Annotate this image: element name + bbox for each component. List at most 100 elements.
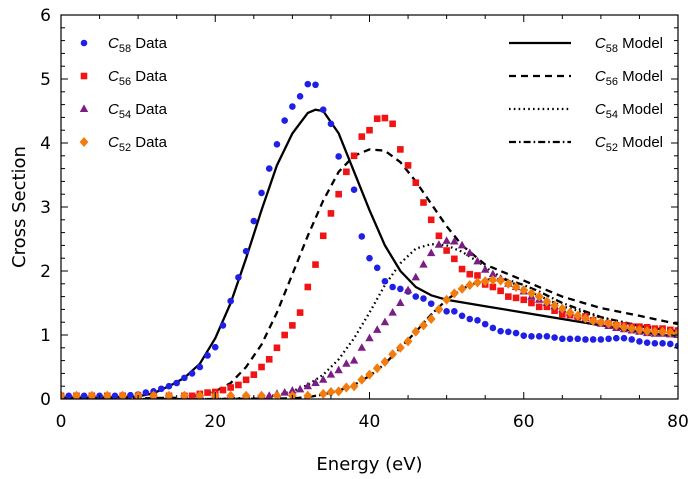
c54-data-point	[326, 370, 336, 378]
c54-data-point	[396, 298, 405, 306]
c58-data-point	[289, 103, 296, 110]
c56-data-point	[242, 376, 250, 384]
c54-data-point	[488, 269, 498, 278]
c56-data-point	[358, 133, 366, 140]
c54-data-point	[419, 260, 428, 268]
c56-data-point	[312, 261, 319, 268]
legend-label-suffix: Model	[618, 68, 663, 85]
c54-data-point	[450, 236, 459, 245]
c58-data-point	[227, 297, 234, 305]
c52-data-point	[372, 363, 382, 374]
c56-data-point	[258, 363, 265, 371]
c52-data-point	[318, 388, 328, 399]
c52-data-point	[395, 342, 405, 353]
c58-data-point	[474, 316, 481, 324]
c58-data-point	[659, 340, 666, 347]
c56-data-point	[281, 331, 288, 339]
c52-data-point	[565, 307, 575, 318]
c58-data-point	[242, 247, 250, 255]
c52-data-point	[403, 336, 413, 347]
c54-data-point	[334, 365, 343, 374]
c56-data-point	[289, 322, 296, 329]
c52-data-point	[195, 390, 205, 399]
c58-data-point	[397, 285, 404, 293]
c52-data-point	[357, 374, 367, 385]
legend-entry-c54-model: C54 Model	[509, 101, 663, 121]
c52-data-point	[426, 314, 436, 324]
legend-entry-c52-data: C52 Data	[79, 134, 168, 154]
c56-data-point	[219, 386, 227, 394]
c52-data-point	[349, 381, 359, 392]
c52-data-point	[257, 390, 266, 399]
c52-data-point	[334, 386, 344, 397]
c58-data-point	[613, 334, 620, 342]
x-tick-label: 60	[513, 412, 535, 432]
c52-data-point	[534, 291, 544, 302]
c56-data-point	[265, 356, 273, 363]
c56-model-line	[61, 148, 678, 399]
legend-entry-c54-data: C54 Data	[79, 101, 168, 121]
legend-label-suffix: Data	[131, 101, 168, 118]
c56-data-point	[389, 120, 396, 128]
c58-data-point	[250, 217, 258, 225]
c52-data-point	[241, 390, 251, 399]
c52-data-series	[61, 274, 678, 399]
c56-data-point	[505, 293, 512, 300]
legend-label-base: C	[108, 68, 119, 85]
c58-data-point	[312, 81, 319, 89]
c54-data-point	[265, 391, 274, 399]
c52-data-point	[287, 390, 297, 399]
c58-data-point	[366, 254, 373, 262]
legend-entry-c56-model: C56 Model	[509, 68, 663, 88]
c52-data-point	[627, 323, 637, 334]
c56-data-point	[520, 296, 528, 304]
c58-data-point	[559, 335, 566, 343]
c52-data-point	[449, 288, 459, 299]
c58-data-point	[566, 335, 574, 343]
c52-data-point	[411, 326, 421, 337]
c58-data-point	[181, 374, 188, 382]
c58-data-point	[605, 335, 612, 343]
legend-label-base: C	[595, 134, 606, 151]
c54-data-point	[319, 375, 328, 383]
c52-data-point	[118, 390, 128, 399]
c54-data-point	[480, 265, 490, 273]
c58-data-point	[273, 140, 281, 148]
c56-data-point	[427, 216, 435, 224]
c58-data-point	[373, 264, 381, 272]
c52-data-point	[164, 390, 174, 399]
c56-data-point	[404, 162, 412, 169]
legend-entry-c56-data: C56 Data	[80, 68, 168, 88]
c52-data-point	[180, 390, 189, 399]
c52-data-point	[673, 328, 678, 339]
c54-data-point	[295, 384, 305, 393]
c58-data-point	[636, 338, 643, 345]
legend-label: C52 Model	[595, 134, 663, 154]
c52-data-point	[326, 386, 336, 397]
c52-data-point	[604, 318, 613, 329]
c58-data-point	[589, 336, 597, 343]
c58-model-line	[61, 108, 678, 399]
c52-data-point	[465, 280, 475, 291]
c58-data-point	[235, 274, 242, 281]
c58-data-point	[489, 324, 497, 332]
legend-marker	[79, 137, 89, 147]
legend-label-sub: 52	[606, 142, 618, 154]
plot-area	[61, 80, 678, 399]
legend-label: C58 Data	[108, 35, 168, 55]
c54-data-point	[411, 272, 420, 281]
c58-data-point	[327, 120, 335, 128]
c52-data-point	[503, 278, 513, 289]
c58-data-point	[281, 117, 288, 124]
c58-data-point	[628, 336, 636, 343]
c52-data-point	[619, 322, 629, 333]
c52-data-point	[542, 296, 552, 307]
c56-data-point	[466, 270, 474, 278]
c56-data-point	[451, 255, 458, 263]
c52-data-point	[650, 326, 660, 337]
c58-data-point	[335, 153, 342, 160]
c56-data-point	[543, 303, 551, 311]
c56-data-point	[366, 126, 373, 134]
c56-data-point	[304, 283, 312, 291]
